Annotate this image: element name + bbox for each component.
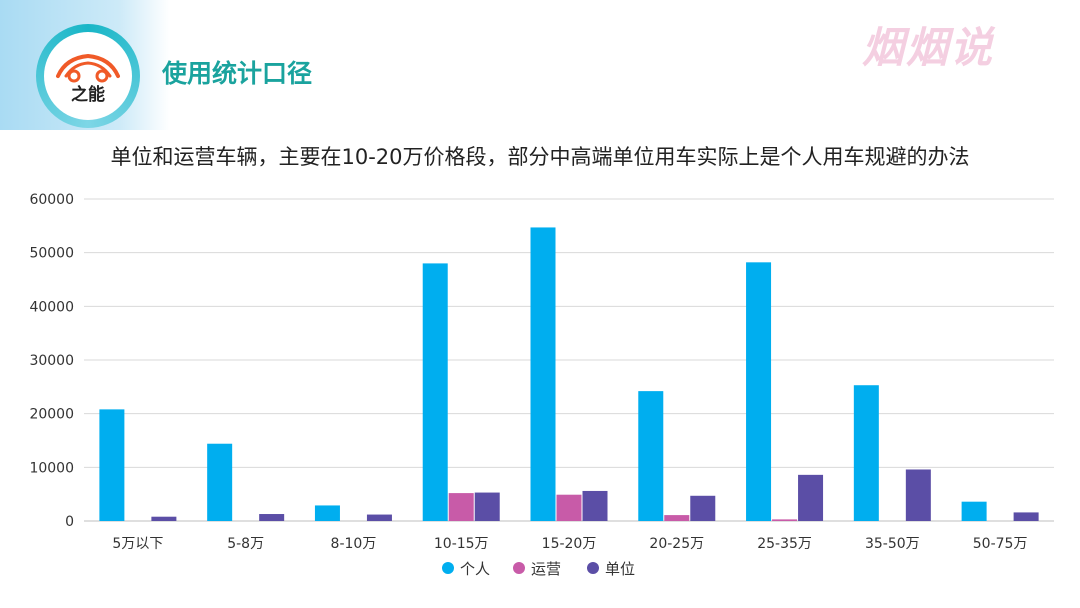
- y-tick-label: 30000: [29, 353, 74, 369]
- y-tick-label: 0: [65, 514, 74, 530]
- bar-unit-0: [151, 516, 177, 521]
- bar-unit-2: [366, 514, 392, 521]
- x-tick-label: 35-50万: [865, 536, 920, 552]
- y-tick-label: 40000: [29, 299, 74, 315]
- x-tick-label: 15-20万: [542, 536, 597, 552]
- car-logo-icon: [56, 53, 120, 83]
- y-tick-label: 50000: [29, 246, 74, 262]
- x-tick-label: 25-35万: [757, 536, 812, 552]
- bar-personal-5: [638, 391, 664, 521]
- legend-marker-personal: [442, 562, 454, 574]
- bar-unit-7: [905, 469, 931, 521]
- bar-unit-1: [259, 514, 285, 521]
- watermark: 烟烟说: [862, 23, 995, 72]
- bar-personal-0: [99, 409, 125, 521]
- bar-unit-4: [582, 490, 608, 521]
- bar-unit-5: [690, 495, 716, 521]
- bar-unit-6: [798, 474, 824, 521]
- bar-personal-8: [961, 501, 987, 521]
- bar-personal-4: [530, 227, 556, 521]
- x-tick-label: 8-10万: [331, 536, 377, 552]
- bar-operating-3: [448, 493, 474, 521]
- chart-title: 单位和运营车辆，主要在10-20万价格段，部分中高端单位用车实际上是个人用车规避…: [110, 145, 970, 169]
- legend-label-operating: 运营: [531, 560, 561, 578]
- x-tick-label: 50-75万: [973, 536, 1028, 552]
- y-tick-label: 20000: [29, 407, 74, 423]
- logo-text: 之能: [71, 85, 105, 105]
- legend-marker-unit: [587, 562, 599, 574]
- bar-personal-2: [314, 505, 340, 521]
- bar-personal-7: [853, 385, 879, 521]
- legend-marker-operating: [513, 562, 525, 574]
- bar-personal-6: [746, 262, 772, 521]
- bar-operating-6: [772, 519, 798, 521]
- bar-personal-3: [422, 263, 448, 521]
- logo-badge: [44, 32, 132, 120]
- bar-operating-5: [664, 515, 690, 521]
- legend-label-personal: 个人: [460, 560, 490, 578]
- section-title: 使用统计口径: [162, 59, 313, 88]
- x-tick-label: 10-15万: [434, 536, 489, 552]
- y-tick-label: 60000: [29, 192, 74, 208]
- x-tick-label: 20-25万: [649, 536, 704, 552]
- y-tick-label: 10000: [29, 460, 74, 476]
- legend-label-unit: 单位: [605, 560, 635, 578]
- bar-unit-3: [474, 492, 500, 521]
- bar-unit-8: [1013, 512, 1039, 521]
- bar-operating-4: [556, 494, 582, 521]
- x-tick-label: 5万以下: [112, 536, 163, 552]
- bar-personal-1: [207, 443, 233, 521]
- x-tick-label: 5-8万: [227, 536, 264, 552]
